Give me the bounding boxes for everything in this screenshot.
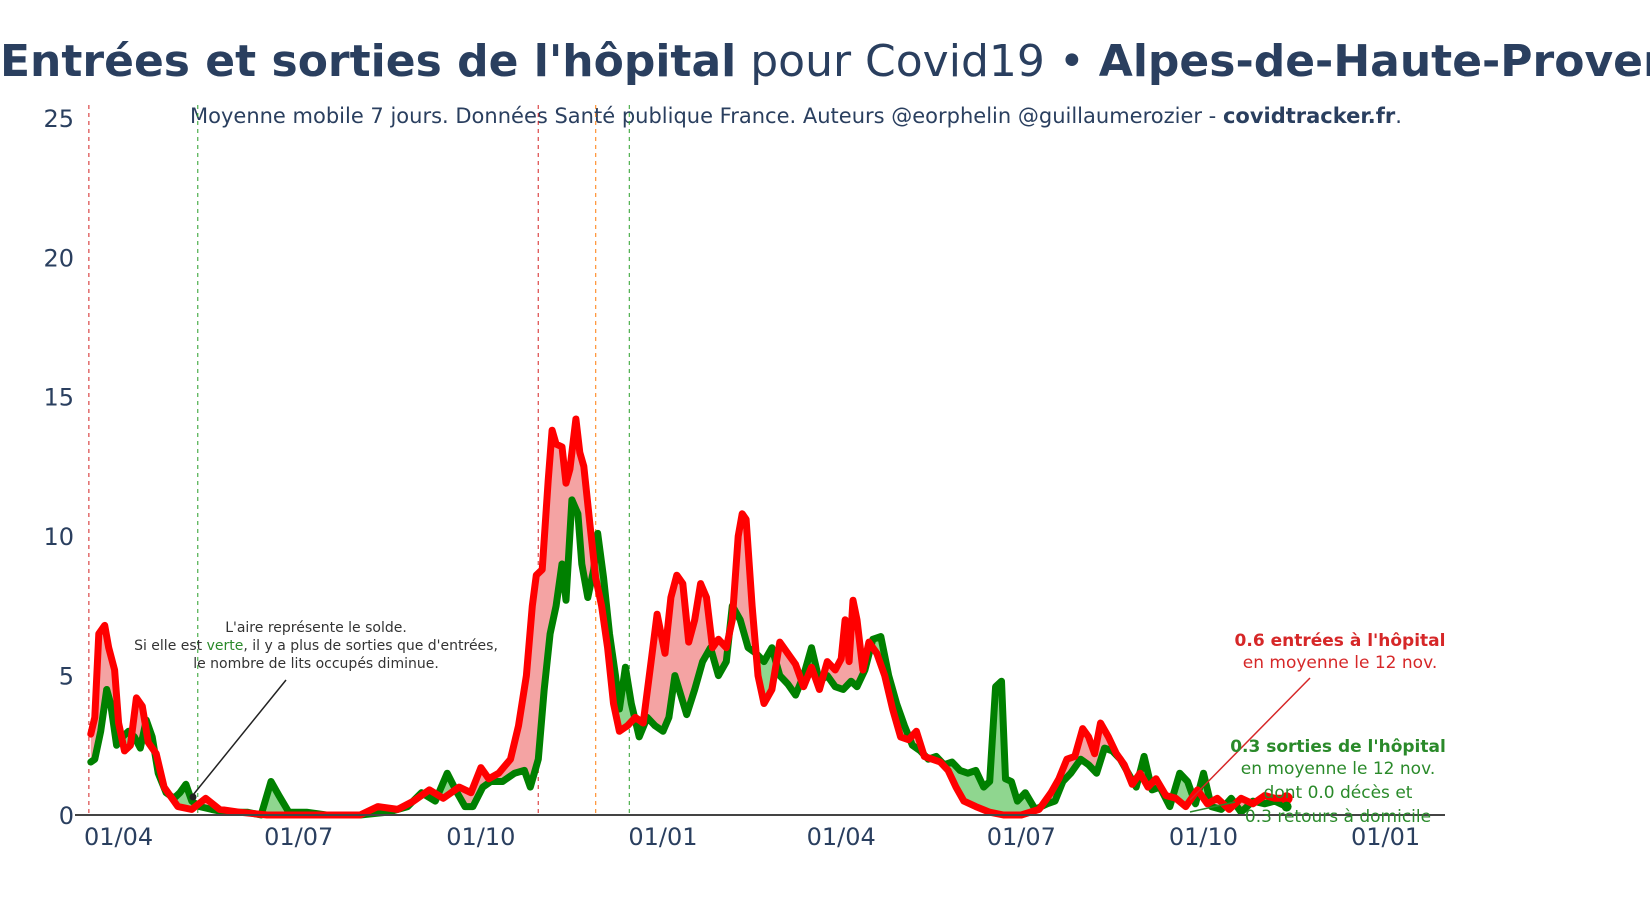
y-tick-label: 20 <box>43 244 74 272</box>
chart-subtitle: Moyenne mobile 7 jours. Données Santé pu… <box>190 104 1402 128</box>
x-tick-label: 01/01 <box>1351 823 1420 851</box>
area-note-line2: Si elle est verte, il y a plus de sortie… <box>134 638 498 654</box>
chart-title: Entrées et sorties de l'hôpital pour Cov… <box>0 36 1650 87</box>
entrees-note-bold: 0.6 entrées à l'hôpital <box>1235 631 1446 651</box>
title-light-part: pour Covid19 • <box>736 36 1099 87</box>
subtitle-text: Moyenne mobile 7 jours. Données Santé pu… <box>190 104 1223 128</box>
x-tick-label: 01/10 <box>446 823 515 851</box>
x-tick-label: 01/04 <box>84 823 153 851</box>
last-point-entrees <box>1280 792 1293 805</box>
entrees-note-line2: en moyenne le 12 nov. <box>1243 653 1437 673</box>
y-tick-label: 0 <box>59 802 74 830</box>
last-point-sorties <box>1281 801 1292 812</box>
x-tick-label: 01/07 <box>987 823 1056 851</box>
area-note-line3: le nombre de lits occupés diminue. <box>193 656 439 672</box>
sorties-note-line3: dont 0.0 décès et <box>1264 783 1413 803</box>
title-department: Alpes-de-Haute-Provence <box>1098 36 1650 87</box>
area-note-line2-post: , il y a plus de sorties que d'entrées, <box>243 638 498 654</box>
x-tick-label: 01/10 <box>1169 823 1238 851</box>
sorties-note-arrow <box>1189 801 1236 813</box>
entrees-note-arrow <box>1189 677 1311 801</box>
subtitle-end: . <box>1395 104 1402 128</box>
annotations: L'aire représente le solde. Si elle est … <box>134 620 1446 827</box>
series-line-entrees <box>87 415 1291 819</box>
series-lines <box>87 415 1293 819</box>
axes: 0 5 10 15 20 25 01/04 01/07 01/10 01/01 01/04 01/07… <box>43 105 1445 851</box>
x-tick-label: 01/07 <box>264 823 333 851</box>
area-note-arrow <box>192 679 287 796</box>
area-note-line2-pre: Si elle est <box>134 638 207 654</box>
y-tick-label: 25 <box>43 105 74 133</box>
y-tick-label: 5 <box>59 663 74 691</box>
sorties-note-line4: 0.3 retours à domicile <box>1245 807 1431 827</box>
subtitle-site: covidtracker.fr <box>1222 104 1396 128</box>
area-note-verte: verte <box>207 638 244 654</box>
x-tick-label: 01/01 <box>628 823 697 851</box>
area-note-line1: L'aire représente le solde. <box>225 620 407 636</box>
y-tick-label: 15 <box>43 384 74 412</box>
sorties-note-bold: 0.3 sorties de l'hôpital <box>1230 737 1446 757</box>
x-tick-label: 01/04 <box>807 823 876 851</box>
sorties-note-line2: en moyenne le 12 nov. <box>1241 759 1435 779</box>
title-bold-part: Entrées et sorties de l'hôpital <box>0 36 737 87</box>
y-tick-label: 10 <box>43 523 74 551</box>
reference-lines <box>88 105 630 815</box>
area-note-arrow-head <box>189 793 197 801</box>
